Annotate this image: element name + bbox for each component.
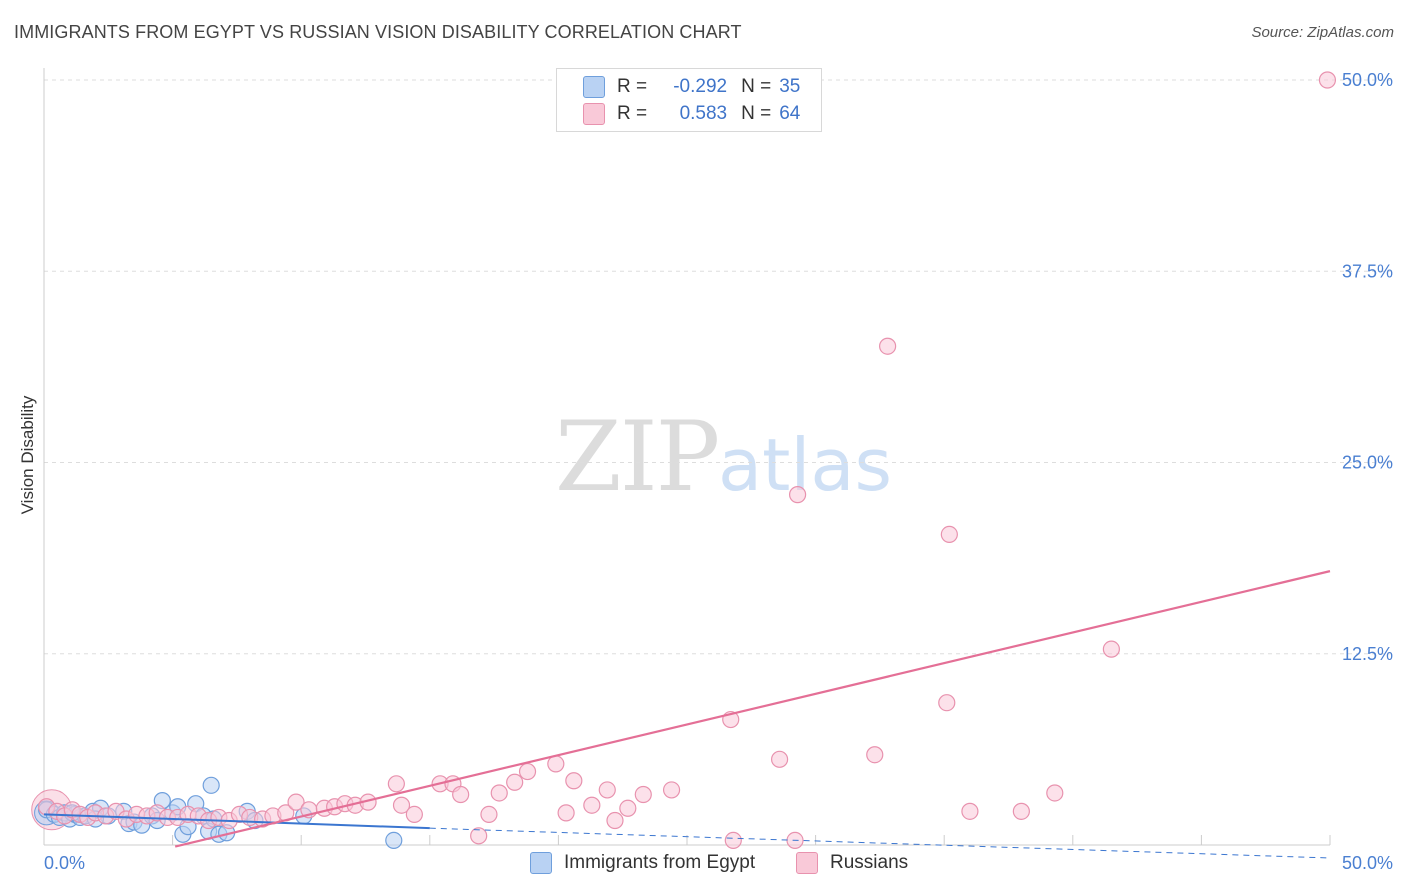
russians-point [287, 793, 305, 811]
russians-point [1318, 71, 1337, 89]
russians-point [547, 755, 565, 773]
egypt-trend-line [43, 813, 430, 830]
legend-r-label: R = [617, 103, 648, 124]
russians-point [405, 805, 423, 824]
legend-label-egypt: Immigrants from Egypt [564, 852, 756, 873]
legend-n-value: 64 [779, 103, 801, 124]
legend-n-label: N = [741, 76, 772, 97]
russians-point [788, 486, 807, 504]
legend-swatch-egypt [583, 76, 605, 98]
legend-r-label: R = [617, 76, 648, 97]
russians-trend-line [174, 570, 1331, 848]
chart-title: IMMIGRANTS FROM EGYPT VS RUSSIAN VISION … [14, 22, 742, 42]
russians-point [557, 804, 575, 822]
russians-point [662, 781, 681, 799]
legend-n-label: N = [741, 103, 772, 124]
russians-point [961, 802, 979, 820]
russians-point [470, 827, 488, 845]
egypt-trend-extension [429, 827, 1331, 859]
russians-point [619, 799, 637, 817]
russians-point [480, 805, 498, 824]
russians-point [583, 796, 601, 814]
russians-point [598, 781, 616, 799]
legend-item-russians[interactable]: Russians [796, 852, 908, 874]
russians-point [1102, 640, 1120, 658]
russians-point [940, 525, 958, 544]
legend-swatch-russians [583, 103, 605, 125]
legend-r-value: -0.292 [673, 76, 728, 97]
legend-r-value: 0.583 [679, 103, 728, 124]
russians-point [490, 784, 508, 802]
russians-point [506, 773, 524, 791]
russians-point [724, 831, 742, 850]
y-tick-label: 12.5% [1342, 644, 1393, 664]
russians-point [866, 746, 884, 764]
y-tick-label: 50.0% [1342, 70, 1393, 90]
series-legend: Immigrants from Egypt Russians [0, 851, 1406, 879]
russians-point [392, 796, 411, 814]
legend-row-egypt: R = -0.292 N = 35 [583, 75, 800, 99]
russians-point [1046, 784, 1064, 802]
egypt-point [385, 831, 403, 850]
legend-swatch-russians [796, 852, 818, 874]
russians-point [518, 762, 537, 781]
russians-point [770, 750, 789, 768]
russians-point [606, 811, 624, 830]
legend-label-russians: Russians [830, 852, 909, 873]
legend-item-egypt[interactable]: Immigrants from Egypt [530, 852, 755, 874]
russians-point [565, 772, 583, 790]
legend-n-value: 35 [779, 76, 801, 97]
x-tick-label: 0.0% [44, 853, 85, 873]
russians-point [452, 785, 470, 804]
russians-point [387, 775, 405, 793]
watermark-zip: ZIP [555, 401, 718, 513]
y-tick-label: 37.5% [1342, 261, 1393, 281]
egypt-point [202, 776, 220, 794]
source-label: Source: ZipAtlas.com [1251, 24, 1394, 41]
x-tick-label: 50.0% [1342, 853, 1393, 873]
y-tick-label: 25.0% [1342, 453, 1393, 473]
legend-row-russians: R = 0.583 N = 64 [583, 102, 800, 126]
russians-point [1012, 802, 1030, 820]
stats-legend: R = -0.292 N = 35 R = 0.583 N = 64 [556, 68, 822, 132]
russians-point [879, 337, 897, 355]
russians-point [938, 694, 956, 712]
legend-swatch-egypt [530, 852, 552, 874]
russians-point [634, 785, 652, 804]
